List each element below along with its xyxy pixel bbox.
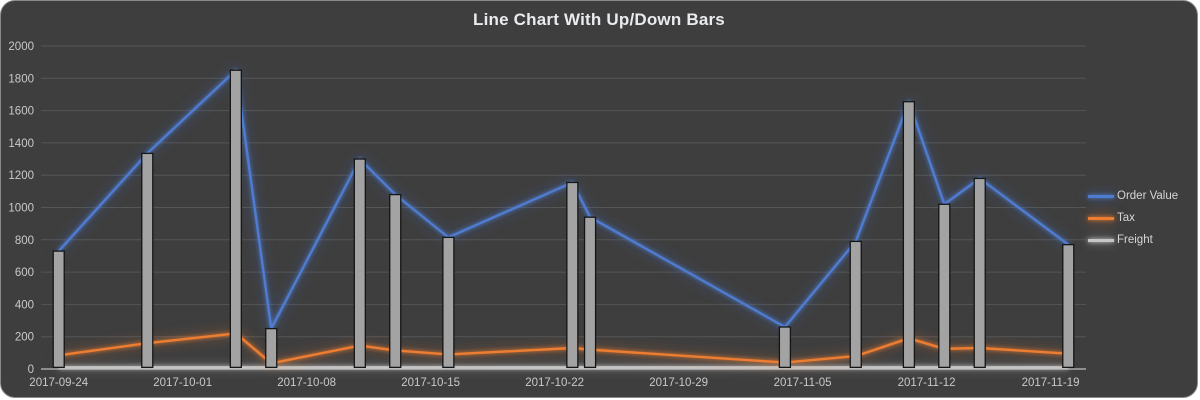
up-down-bar[interactable] [442,236,455,369]
x-tick-label: 2017-10-08 [277,377,336,389]
y-tick-label: 1600 [8,106,34,118]
y-tick-label: 1200 [8,170,34,182]
y-tick-label: 400 [15,299,34,311]
chart-title: Line Chart With Up/Down Bars [473,10,725,29]
up-down-bar[interactable] [52,250,65,369]
legend-label-freight: Freight [1117,234,1153,246]
x-tick-label: 2017-11-19 [1022,377,1080,389]
up-down-bar[interactable] [389,193,402,369]
y-tick-label: 200 [15,332,34,344]
order-value-line[interactable] [57,69,1070,330]
legend-label-order-value: Order Value [1117,190,1179,202]
y-tick-label: 600 [15,267,34,279]
legend-swatch-tax [1088,216,1114,220]
up-down-bar[interactable] [973,177,986,369]
legend-label-tax: Tax [1117,212,1135,224]
y-tick-label: 0 [28,364,34,376]
x-tick-label: 2017-09-24 [29,377,88,389]
up-down-bar[interactable] [566,181,579,369]
y-tick-label: 1000 [8,203,34,215]
up-down-bar[interactable] [1062,243,1075,369]
x-tick-label: 2017-10-29 [649,377,708,389]
up-down-bar[interactable] [902,101,916,369]
y-tick-label: 2000 [8,41,34,53]
up-down-bar[interactable] [849,240,862,369]
up-down-bar[interactable] [778,326,792,369]
tax-line[interactable] [58,332,1069,365]
legend-item-freight[interactable]: Freight [1088,229,1178,251]
legend-swatch-freight [1088,238,1114,242]
legend: Order Value Tax Freight [1088,185,1178,251]
up-down-bar[interactable] [583,216,597,369]
x-tick-label: 2017-11-12 [898,377,956,389]
legend-item-order-value[interactable]: Order Value [1088,185,1178,207]
legend-swatch-order-value [1088,194,1114,198]
x-tick-label: 2017-11-05 [774,377,832,389]
y-tick-label: 1400 [8,138,34,150]
x-tick-label: 2017-10-15 [401,377,460,389]
y-tick-label: 1800 [8,73,34,85]
up-down-bar[interactable] [938,203,951,369]
x-tick-label: 2017-10-22 [525,377,584,389]
x-tick-label: 2017-10-01 [153,377,212,389]
up-down-bar[interactable] [353,158,366,369]
y-tick-label: 800 [15,235,34,247]
up-down-bar[interactable] [265,327,278,369]
legend-item-tax[interactable]: Tax [1088,207,1178,229]
up-down-bar[interactable] [141,152,154,369]
up-down-bar[interactable] [229,69,242,369]
